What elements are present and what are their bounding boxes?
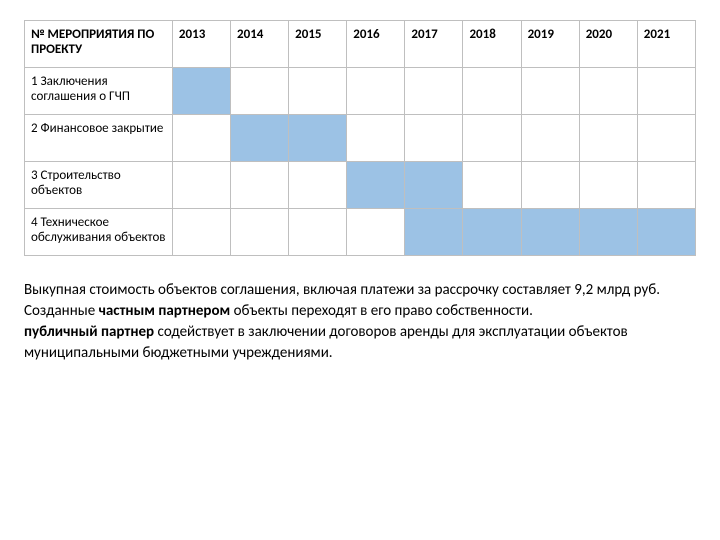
row-label: 2 Финансовое закрытие [25, 115, 173, 162]
gantt-cell [637, 162, 695, 209]
year-2016: 2016 [347, 21, 405, 68]
gantt-cell [579, 115, 637, 162]
gantt-cell [579, 162, 637, 209]
year-2017: 2017 [405, 21, 463, 68]
row-label: 1 Заключения соглашения о ГЧП [25, 68, 173, 115]
gantt-cell [289, 115, 347, 162]
gantt-cell [347, 115, 405, 162]
gantt-cell [231, 68, 289, 115]
gantt-table: № МЕРОПРИЯТИЯ ПО ПРОЕКТУ 2013 2014 2015 … [24, 20, 696, 256]
gantt-cell [637, 68, 695, 115]
gantt-cell [172, 162, 230, 209]
gantt-cell [172, 68, 230, 115]
year-2019: 2019 [521, 21, 579, 68]
gantt-cell [521, 162, 579, 209]
gantt-cell [463, 162, 521, 209]
p-line1a: Выкупная стоимость объектов соглашения, … [24, 281, 574, 299]
gantt-cell [579, 209, 637, 256]
gantt-cell [405, 115, 463, 162]
gantt-cell [289, 162, 347, 209]
gantt-cell [521, 68, 579, 115]
gantt-cell [289, 209, 347, 256]
p-line3a: публичный партнер [24, 323, 154, 341]
table-row: 2 Финансовое закрытие [25, 115, 696, 162]
row-label: 4 Техническое обслуживания объектов [25, 209, 173, 256]
year-2018: 2018 [463, 21, 521, 68]
gantt-cell [521, 209, 579, 256]
gantt-cell [231, 115, 289, 162]
p-line2b: частным партнером [99, 302, 231, 320]
gantt-cell [637, 209, 695, 256]
table-row: 3 Строительство объектов [25, 162, 696, 209]
gantt-cell [463, 209, 521, 256]
gantt-cell [172, 209, 230, 256]
gantt-cell [231, 209, 289, 256]
gantt-cell [289, 68, 347, 115]
year-2015: 2015 [289, 21, 347, 68]
gantt-cell [347, 68, 405, 115]
table-row: 1 Заключения соглашения о ГЧП [25, 68, 696, 115]
gantt-cell [463, 68, 521, 115]
gantt-cell [579, 68, 637, 115]
gantt-cell [637, 115, 695, 162]
header-label: № МЕРОПРИЯТИЯ ПО ПРОЕКТУ [25, 21, 173, 68]
header-row: № МЕРОПРИЯТИЯ ПО ПРОЕКТУ 2013 2014 2015 … [25, 21, 696, 68]
gantt-cell [347, 162, 405, 209]
gantt-cell [405, 162, 463, 209]
p-line2c: объекты переходят в его право собственно… [230, 302, 533, 320]
gantt-cell [405, 209, 463, 256]
gantt-cell [347, 209, 405, 256]
table-row: 4 Техническое обслуживания объектов [25, 209, 696, 256]
row-label: 3 Строительство объектов [25, 162, 173, 209]
p-line1c: млрд руб. [593, 281, 660, 299]
description-paragraph: Выкупная стоимость объектов соглашения, … [24, 280, 696, 364]
year-2013: 2013 [172, 21, 230, 68]
p-line1b: 9,2 [574, 281, 593, 299]
gantt-cell [521, 115, 579, 162]
gantt-cell [405, 68, 463, 115]
gantt-cell [231, 162, 289, 209]
year-2021: 2021 [637, 21, 695, 68]
gantt-cell [172, 115, 230, 162]
p-line2a: Созданные [24, 302, 99, 320]
year-2020: 2020 [579, 21, 637, 68]
gantt-cell [463, 115, 521, 162]
year-2014: 2014 [231, 21, 289, 68]
